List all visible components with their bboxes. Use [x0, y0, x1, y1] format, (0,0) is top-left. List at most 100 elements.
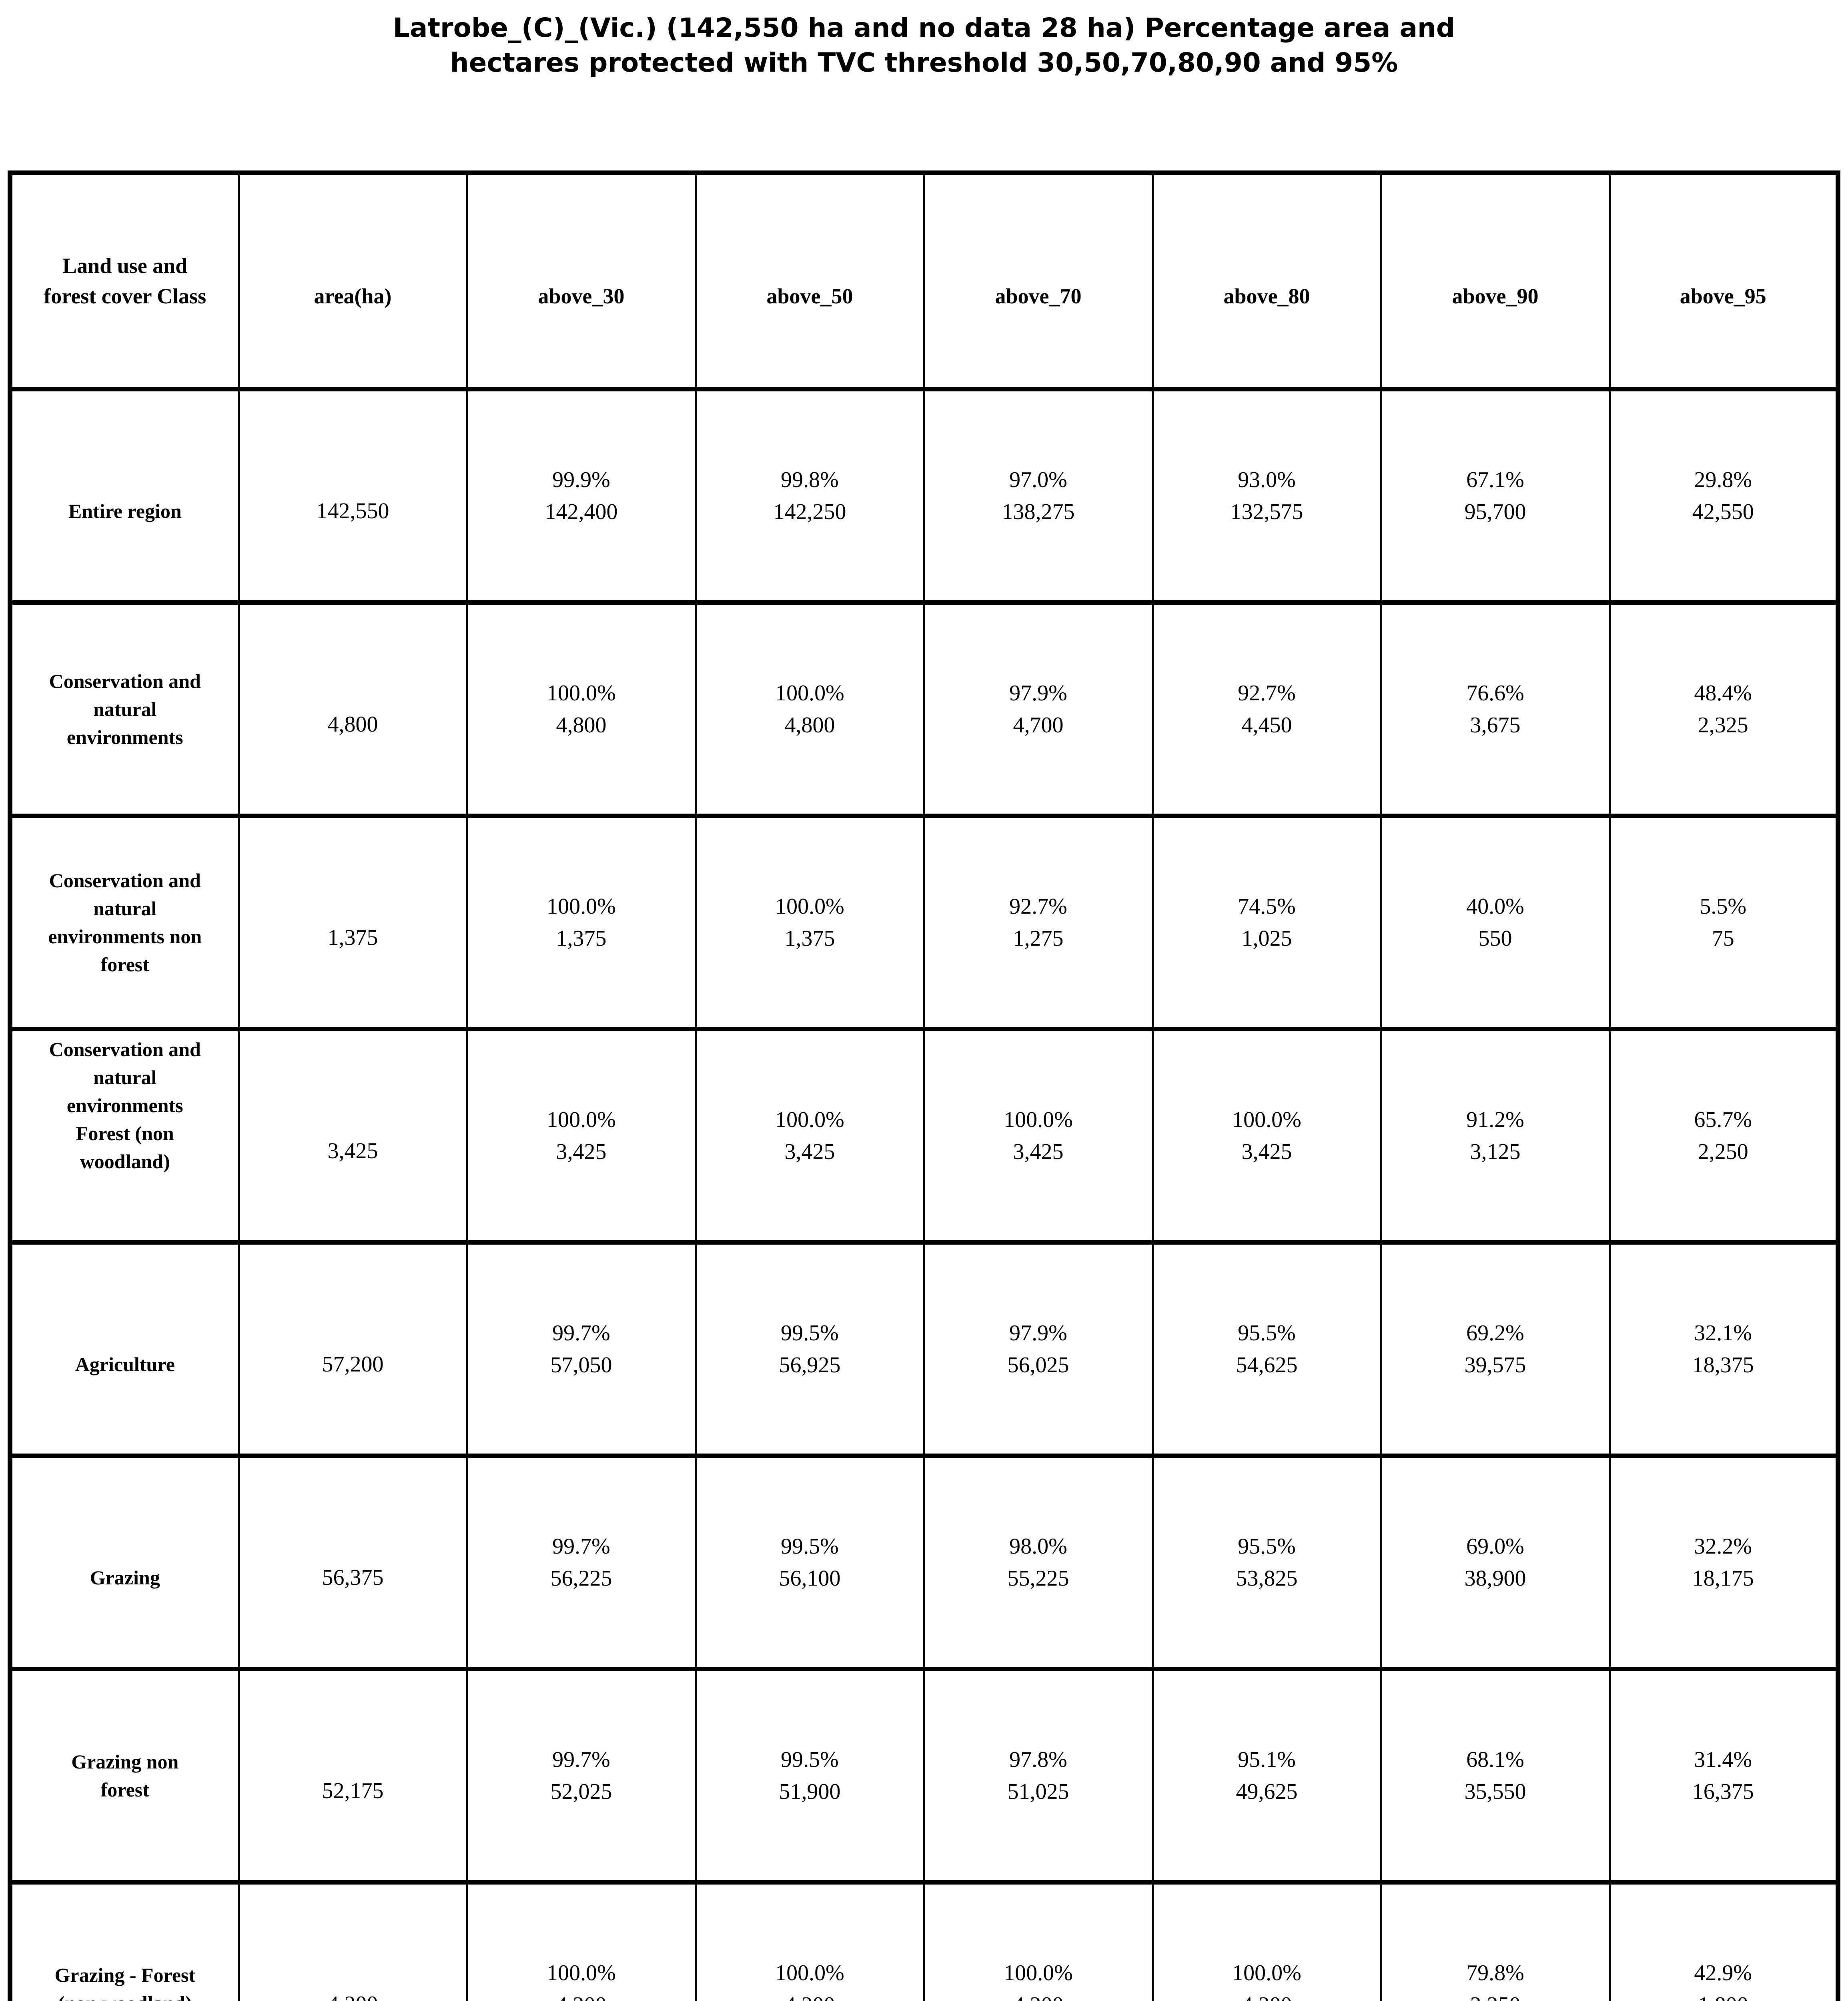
row-threshold-cell: 100.0% 1,375	[466, 813, 697, 1031]
hectares-value: 49,625	[1236, 1779, 1298, 1804]
hectares-value: 38,900	[1464, 1566, 1526, 1591]
hectares-value: 51,025	[1007, 1779, 1069, 1804]
percent-value: 74.5%	[1238, 894, 1296, 919]
percent-value: 100.0%	[775, 680, 844, 706]
percent-value: 97.9%	[1009, 1320, 1067, 1345]
hectares-value: 35,550	[1464, 1779, 1526, 1804]
hectares-value: 4,800	[556, 712, 607, 738]
percent-value: 100.0%	[1232, 1107, 1301, 1132]
hectares-value: 4,200	[698, 1989, 922, 2001]
page: { "title": { "line1": "Latrobe_(C)_(Vic.…	[0, 10, 1848, 2001]
hectares-value: 3,425	[1013, 1139, 1064, 1164]
hectares-value: 142,400	[545, 499, 618, 524]
row-threshold-cell: 100.0% 4,800	[694, 600, 925, 818]
hectares-value: 53,825	[1236, 1566, 1298, 1591]
row-threshold-cell: 100.0% 4,200	[466, 1880, 697, 2001]
percent-value: 31.4%	[1694, 1747, 1752, 1772]
hectares-value: 42,550	[1692, 499, 1754, 524]
hectares-value: 54,625	[1236, 1352, 1298, 1377]
percent-value: 79.8%	[1466, 1960, 1524, 1985]
percent-value: 100.0%	[775, 1107, 844, 1132]
column-header: above_70	[923, 170, 1154, 391]
row-threshold-cell: 99.5% 56,925	[694, 1240, 925, 1458]
row-threshold-cell: 99.5% 51,900	[694, 1666, 925, 1885]
percent-value: 100.0%	[1004, 1107, 1073, 1132]
row-threshold-cell: 97.8% 51,025	[923, 1666, 1154, 1885]
percent-value: 92.7%	[1009, 894, 1067, 919]
percent-value: 99.7%	[552, 1747, 610, 1772]
column-header: above_90	[1380, 170, 1611, 391]
row-threshold-cell: 79.8% 3,350	[1380, 1880, 1611, 2001]
row-class-label: Grazing - Forest (non woodland)	[9, 1880, 240, 2001]
row-threshold-cell: 48.4% 2,325	[1608, 600, 1839, 818]
row-threshold-cell: 76.6% 3,675	[1380, 600, 1611, 818]
percent-value: 99.5%	[781, 1747, 839, 1772]
percent-value: 100.0%	[775, 1960, 844, 1985]
row-threshold-cell: 98.0% 55,225	[923, 1453, 1154, 1671]
row-threshold-cell: 100.0% 3,425	[1151, 1027, 1382, 1245]
row-threshold-cell: 67.1% 95,700	[1380, 387, 1611, 605]
hectares-value: 51,900	[779, 1779, 841, 1804]
row-threshold-cell: 32.2% 18,175	[1608, 1453, 1839, 1671]
row-threshold-cell: 100.0% 4,200	[694, 1880, 925, 2001]
percent-value: 100.0%	[547, 1960, 616, 1985]
row-threshold-cell: 99.7% 57,050	[466, 1240, 697, 1458]
row-threshold-cell: 91.2% 3,125	[1380, 1027, 1611, 1245]
percent-value: 99.5%	[781, 1534, 839, 1559]
table-row: Conservation and natural environments no…	[9, 813, 1839, 1031]
row-threshold-cell: 97.9% 4,700	[923, 600, 1154, 818]
row-threshold-cell: 97.9% 56,025	[923, 1240, 1154, 1458]
percent-value: 97.8%	[1009, 1747, 1067, 1772]
row-area-value: 1,375	[237, 813, 468, 1031]
row-threshold-cell: 100.0% 1,375	[694, 813, 925, 1031]
column-header: above_30	[466, 170, 697, 391]
percent-value: 68.1%	[1466, 1747, 1524, 1772]
row-area-value: 52,175	[237, 1666, 468, 1885]
hectares-value: 2,325	[1698, 712, 1748, 738]
percent-value: 40.0%	[1466, 894, 1524, 919]
table-body: Entire region 142,550 99.9% 142,400 99.8% 142…	[9, 387, 1839, 2001]
row-threshold-cell: 100.0% 3,425	[694, 1027, 925, 1245]
percent-value: 95.5%	[1238, 1534, 1296, 1559]
percent-value: 98.0%	[1009, 1534, 1067, 1559]
hectares-value: 1,375	[556, 926, 607, 951]
row-threshold-cell: 99.9% 142,400	[466, 387, 697, 605]
table-row: Grazing - Forest (non woodland) 4,200 100.…	[9, 1880, 1839, 2001]
table-header: Land use and forest cover Class area(ha) a…	[9, 170, 1839, 391]
hectares-value: 52,025	[550, 1779, 612, 1804]
percent-value: 99.5%	[781, 1320, 839, 1345]
hectares-value: 4,200	[469, 1989, 694, 2001]
hectares-value: 95,700	[1464, 499, 1526, 524]
row-threshold-cell: 95.5% 53,825	[1151, 1453, 1382, 1671]
percent-value: 91.2%	[1466, 1107, 1524, 1132]
percent-value: 65.7%	[1694, 1107, 1752, 1132]
percent-value: 32.2%	[1694, 1534, 1752, 1559]
row-class-label: Agriculture	[9, 1240, 240, 1458]
row-class-label: Entire region	[9, 387, 240, 605]
row-threshold-cell: 100.0% 4,200	[1151, 1880, 1382, 2001]
row-threshold-cell: 92.7% 1,275	[923, 813, 1154, 1031]
row-threshold-cell: 100.0% 4,200	[923, 1880, 1154, 2001]
percent-value: 100.0%	[775, 894, 844, 919]
table-row: Grazing 56,375 99.7% 56,225 99.5% 56,100 98.0%…	[9, 1453, 1839, 1671]
row-threshold-cell: 93.0% 132,575	[1151, 387, 1382, 605]
hectares-value: 2,250	[1698, 1139, 1748, 1164]
row-threshold-cell: 92.7% 4,450	[1151, 600, 1382, 818]
hectares-value: 1,275	[1013, 926, 1064, 951]
hectares-value: 4,700	[1013, 712, 1064, 738]
table-row: Grazing non forest 52,175 99.7% 52,025 99.5%…	[9, 1666, 1839, 1885]
row-threshold-cell: 99.8% 142,250	[694, 387, 925, 605]
row-threshold-cell: 40.0% 550	[1380, 813, 1611, 1031]
row-threshold-cell: 99.5% 56,100	[694, 1453, 925, 1671]
row-threshold-cell: 95.5% 54,625	[1151, 1240, 1382, 1458]
percent-value: 42.9%	[1694, 1960, 1752, 1985]
table-row: Entire region 142,550 99.9% 142,400 99.8% 142…	[9, 387, 1839, 605]
page-title-line2: hectares protected with TVC threshold 30…	[450, 47, 1398, 78]
row-threshold-cell: 74.5% 1,025	[1151, 813, 1382, 1031]
hectares-value: 1,025	[1241, 926, 1292, 951]
row-area-value: 3,425	[237, 1027, 468, 1245]
percent-value: 97.0%	[1009, 467, 1067, 492]
column-header: above_80	[1151, 170, 1382, 391]
hectares-value: 4,200	[926, 1989, 1150, 2001]
table-row: Conservation and natural environments Fo…	[9, 1027, 1839, 1245]
